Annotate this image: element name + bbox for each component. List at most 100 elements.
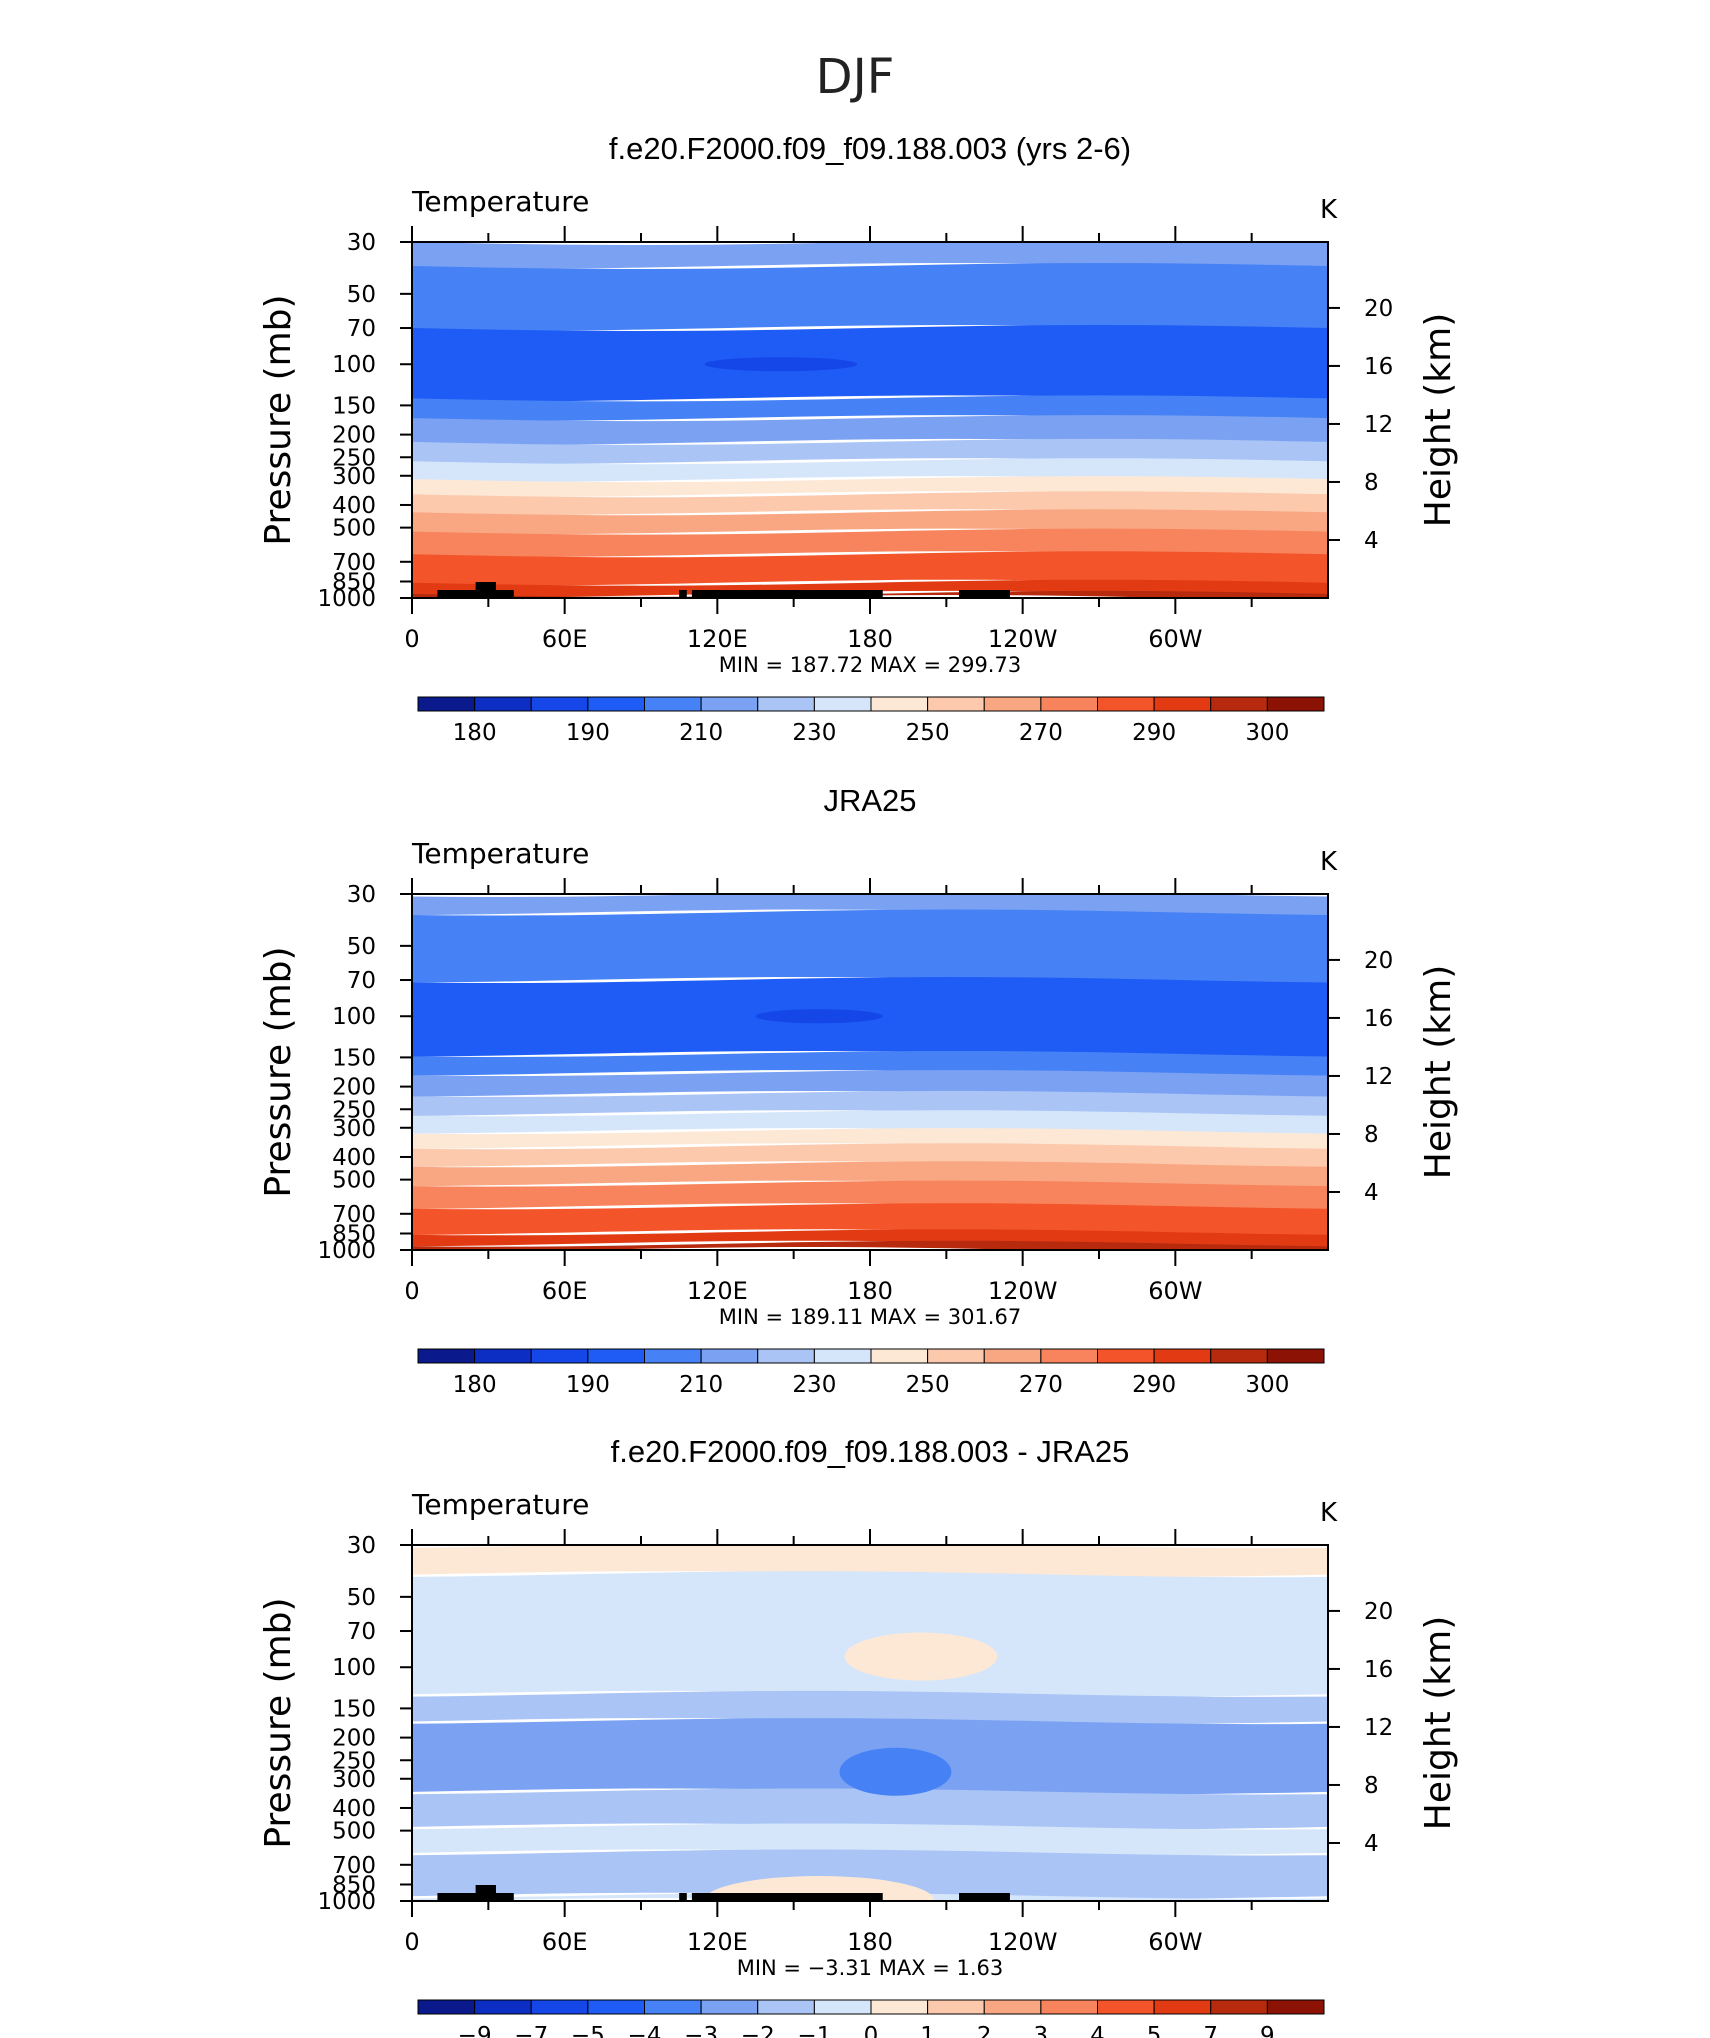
y-tick-label-right: 8 — [1364, 1122, 1379, 1148]
x-tick-label: 0 — [404, 625, 419, 653]
y-axis-title: Pressure (mb) — [258, 294, 299, 545]
contour-fill — [412, 242, 1328, 598]
colorbar-label: −2 — [741, 2023, 775, 2038]
colorbar-label: −4 — [628, 2023, 662, 2038]
unit-label: K — [1320, 1498, 1338, 1528]
y-tick-label: 70 — [347, 1619, 376, 1645]
x-tick-label: 120W — [988, 625, 1058, 653]
contour-band — [412, 415, 1328, 445]
y-tick-label-right: 4 — [1364, 1180, 1379, 1206]
contour-band — [412, 1571, 1328, 1697]
colorbar-swatch — [813, 1348, 872, 1364]
topography-mask — [691, 590, 883, 598]
colorbar-swatch — [1153, 696, 1212, 712]
contour-feature — [839, 1747, 952, 1796]
y-tick-label: 850 — [332, 1222, 376, 1248]
page-title: DJF — [816, 49, 895, 105]
colorbar-label: 300 — [1245, 720, 1289, 746]
colorbar-swatch — [1040, 1348, 1098, 1364]
colorbar-swatch — [813, 696, 872, 712]
y-tick-label: 30 — [347, 1533, 376, 1559]
colorbar-label: 4 — [1090, 2023, 1105, 2038]
x-tick-label: 60W — [1148, 1277, 1202, 1305]
colorbar-swatch — [700, 696, 759, 712]
colorbar-swatch — [757, 1348, 815, 1364]
colorbar-swatch — [927, 1348, 985, 1364]
y-tick-label: 250 — [332, 445, 376, 471]
y-tick-label: 150 — [332, 1045, 376, 1071]
x-tick-label: 60E — [542, 1277, 588, 1305]
y-tick-label-right: 4 — [1364, 1831, 1379, 1857]
y-tick-label: 70 — [347, 968, 376, 994]
colorbar-label: −9 — [458, 2023, 492, 2038]
colorbar-swatch — [1210, 1348, 1268, 1364]
colorbar-swatch — [474, 696, 532, 712]
colorbar-label: 290 — [1132, 1372, 1176, 1398]
colorbar-swatch — [644, 696, 702, 712]
panel-title: f.e20.F2000.f09_f09.188.003 - JRA25 — [611, 1434, 1130, 1469]
contour-feature — [844, 1632, 998, 1681]
y-tick-label-right: 16 — [1364, 354, 1393, 380]
colorbar-swatch — [870, 1348, 929, 1364]
colorbar-swatch — [1153, 1999, 1212, 2015]
y-tick-label-right: 20 — [1364, 1599, 1393, 1625]
colorbar-swatch — [587, 696, 645, 712]
colorbar-swatch — [813, 1999, 872, 2015]
colorbar-swatch — [1097, 1348, 1155, 1364]
colorbar-swatch — [757, 696, 815, 712]
y-tick-label: 250 — [332, 1097, 376, 1123]
colorbar-swatch — [870, 1999, 929, 2015]
colorbar-label: 250 — [906, 1372, 950, 1398]
y-axis-title: Pressure (mb) — [258, 1597, 299, 1848]
colorbar-swatch — [1097, 1999, 1155, 2015]
x-tick-label: 120E — [687, 625, 748, 653]
y-tick-label: 300 — [332, 464, 376, 490]
colorbar-label: 190 — [566, 1372, 610, 1398]
x-tick-label: 120E — [687, 1277, 748, 1305]
y-tick-label-right: 20 — [1364, 296, 1393, 322]
y-tick-label: 850 — [332, 570, 376, 596]
colorbar-swatch — [700, 1999, 759, 2015]
x-tick-label: 120E — [687, 1928, 748, 1956]
colorbar-label: 3 — [1034, 2023, 1049, 2038]
colorbar-swatch — [530, 696, 589, 712]
topography-mask — [679, 590, 687, 598]
x-tick-label: 120W — [988, 1928, 1058, 1956]
x-tick-label: 180 — [847, 625, 893, 653]
colorbar-swatch — [983, 1999, 1042, 2015]
y-tick-label: 300 — [332, 1116, 376, 1142]
y-tick-label: 50 — [347, 1585, 376, 1611]
colorbar-swatch — [1153, 1348, 1212, 1364]
colorbar-swatch — [417, 1999, 476, 2015]
colorbar-swatch — [530, 1348, 589, 1364]
contour-band — [412, 1110, 1328, 1135]
y-tick-label: 700 — [332, 550, 376, 576]
y-tick-label: 300 — [332, 1767, 376, 1793]
panel-1: f.e20.F2000.f09_f09.188.003 (yrs 2-6) Tem… — [258, 131, 1459, 746]
contour-band — [412, 1143, 1328, 1168]
colorbar-label: 300 — [1245, 1372, 1289, 1398]
colorbar-swatch — [700, 1348, 759, 1364]
colorbar-label: 190 — [566, 720, 610, 746]
colorbar-swatch — [587, 1999, 645, 2015]
colorbar-label: 270 — [1019, 720, 1063, 746]
x-tick-label: 180 — [847, 1277, 893, 1305]
contour-feature — [732, 1607, 804, 1656]
unit-label: K — [1320, 195, 1338, 225]
y-axis-title-right: Height (km) — [1418, 965, 1459, 1179]
colorbar-label: −7 — [514, 2023, 548, 2038]
y-tick-label-right: 12 — [1364, 1715, 1393, 1741]
y-tick-label: 700 — [332, 1202, 376, 1228]
x-tick-label: 180 — [847, 1928, 893, 1956]
min-max-stats: MIN = 187.72 MAX = 299.73 — [719, 653, 1021, 677]
contour-band — [412, 438, 1328, 465]
contour-band — [412, 1203, 1328, 1236]
contour-fill — [412, 894, 1328, 1250]
colorbar-label: 270 — [1019, 1372, 1063, 1398]
y-tick-label: 150 — [332, 1696, 376, 1722]
x-tick-label: 60W — [1148, 1928, 1202, 1956]
contour-band — [412, 909, 1328, 983]
colorbar-label: 1 — [920, 2023, 935, 2038]
topography-mask — [959, 590, 1010, 598]
y-tick-label: 100 — [332, 1004, 376, 1030]
